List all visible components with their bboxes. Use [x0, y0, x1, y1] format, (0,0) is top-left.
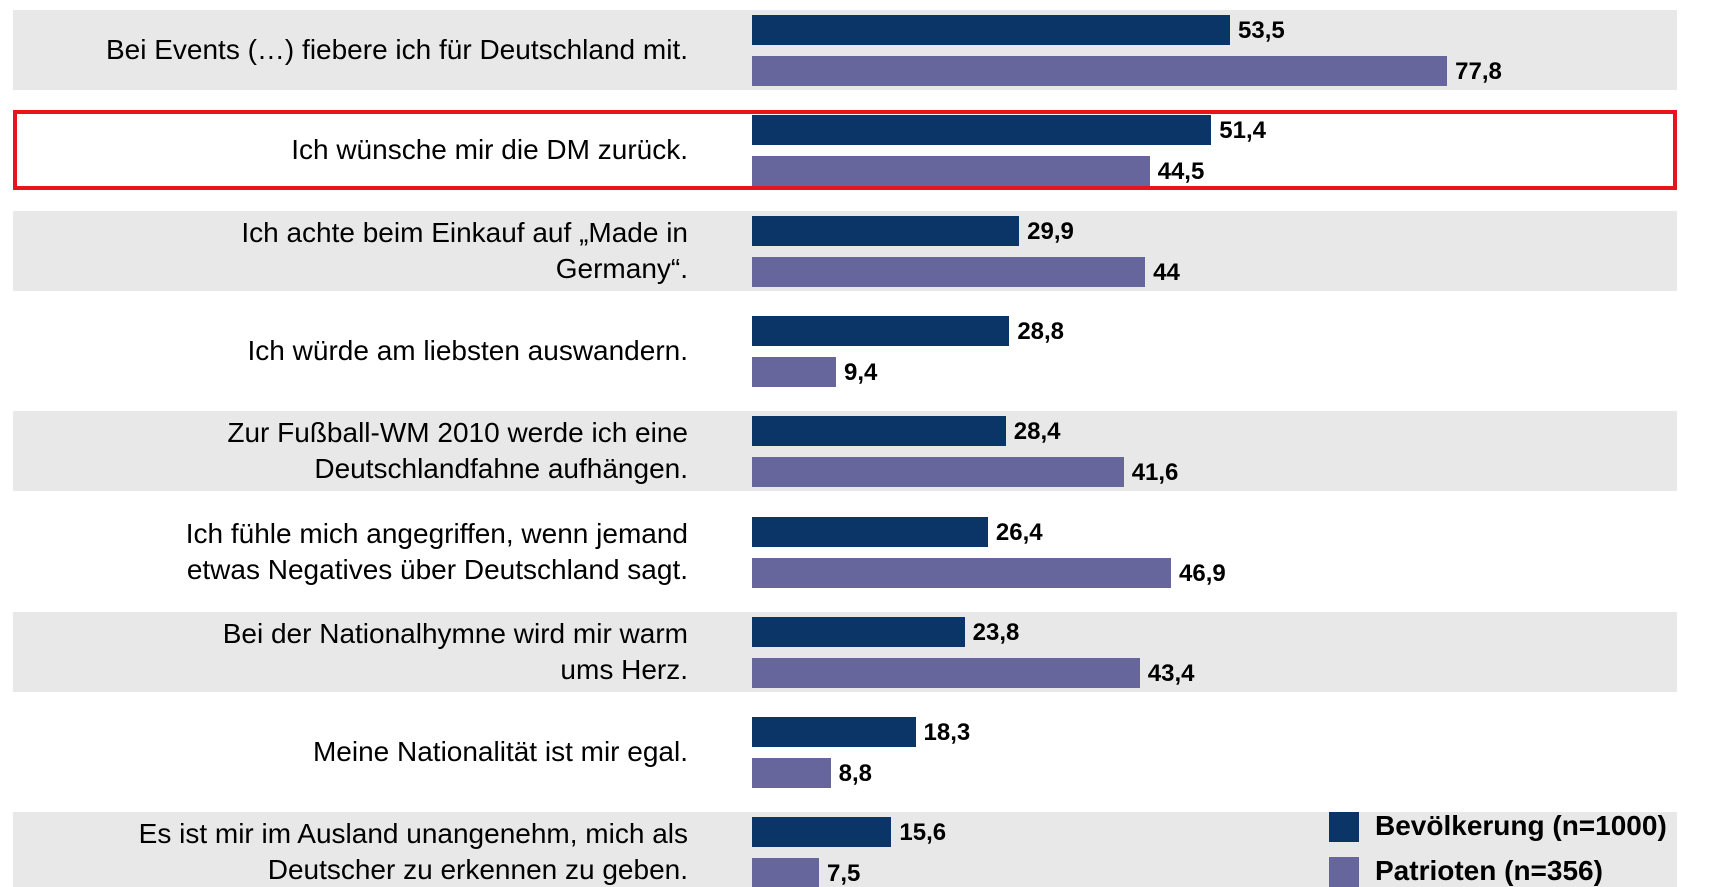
bar: [752, 616, 965, 647]
bar: [752, 817, 892, 848]
bar: [752, 356, 836, 387]
value-label: 77,8: [1455, 58, 1502, 85]
value-label: 28,8: [1017, 317, 1065, 345]
bar: [752, 156, 1150, 187]
value-label: 8,8: [838, 760, 872, 788]
value-label: 29,9: [1027, 217, 1074, 245]
legend-swatch: [1329, 812, 1359, 842]
value-label: 26,4: [995, 518, 1043, 546]
value-label: 44: [1153, 258, 1180, 286]
category-label: Bei der Nationalhymne wird mir warm ums …: [222, 617, 688, 685]
bar: [752, 215, 1020, 246]
bar: [752, 657, 1140, 688]
value-label: 41,6: [1131, 459, 1179, 487]
bar: [752, 457, 1124, 488]
category-label: Es ist mir im Ausland unangenehm, mich a…: [138, 818, 688, 886]
value-label: 18,3: [923, 719, 971, 747]
value-label: 28,4: [1013, 418, 1061, 446]
legend-label: Patrioten (n=356): [1375, 855, 1603, 886]
category-label: Zur Fußball-WM 2010 werde ich eine Deuts…: [227, 417, 688, 485]
bar: [752, 758, 831, 789]
value-label: 51,4: [1219, 117, 1266, 145]
value-label: 23,8: [972, 618, 1020, 646]
category-label: Bei Events (…) fiebere ich für Deutschla…: [105, 34, 688, 65]
category-label: Ich würde am liebsten auswandern.: [247, 334, 688, 366]
bar: [752, 557, 1172, 588]
category-label: Ich achte beim Einkauf auf „Made in Germ…: [241, 216, 688, 284]
category-label: Ich fühle mich angegriffen, wenn jemand …: [185, 517, 688, 585]
value-label: 7,5: [827, 860, 861, 887]
value-label: 53,5: [1238, 17, 1285, 44]
bar: [752, 516, 988, 547]
bar: [752, 256, 1146, 287]
bar: [752, 315, 1010, 346]
bar: [752, 56, 1448, 86]
category-label: Meine Nationalität ist mir egal.: [312, 736, 688, 768]
value-label: 46,9: [1179, 559, 1226, 587]
bar: [752, 15, 1231, 45]
bar: [752, 115, 1212, 146]
value-label: 9,4: [843, 358, 878, 386]
legend-label: Bevölkerung (n=1000): [1375, 810, 1667, 841]
value-label: 44,5: [1157, 158, 1205, 186]
legend-swatch: [1329, 857, 1359, 887]
bar: [752, 858, 819, 887]
value-label: 43,4: [1147, 659, 1195, 687]
category-label: Ich wünsche mir die DM zurück.: [291, 134, 688, 166]
bar: [752, 416, 1006, 447]
bar: [752, 717, 916, 748]
value-label: 15,6: [899, 819, 947, 847]
